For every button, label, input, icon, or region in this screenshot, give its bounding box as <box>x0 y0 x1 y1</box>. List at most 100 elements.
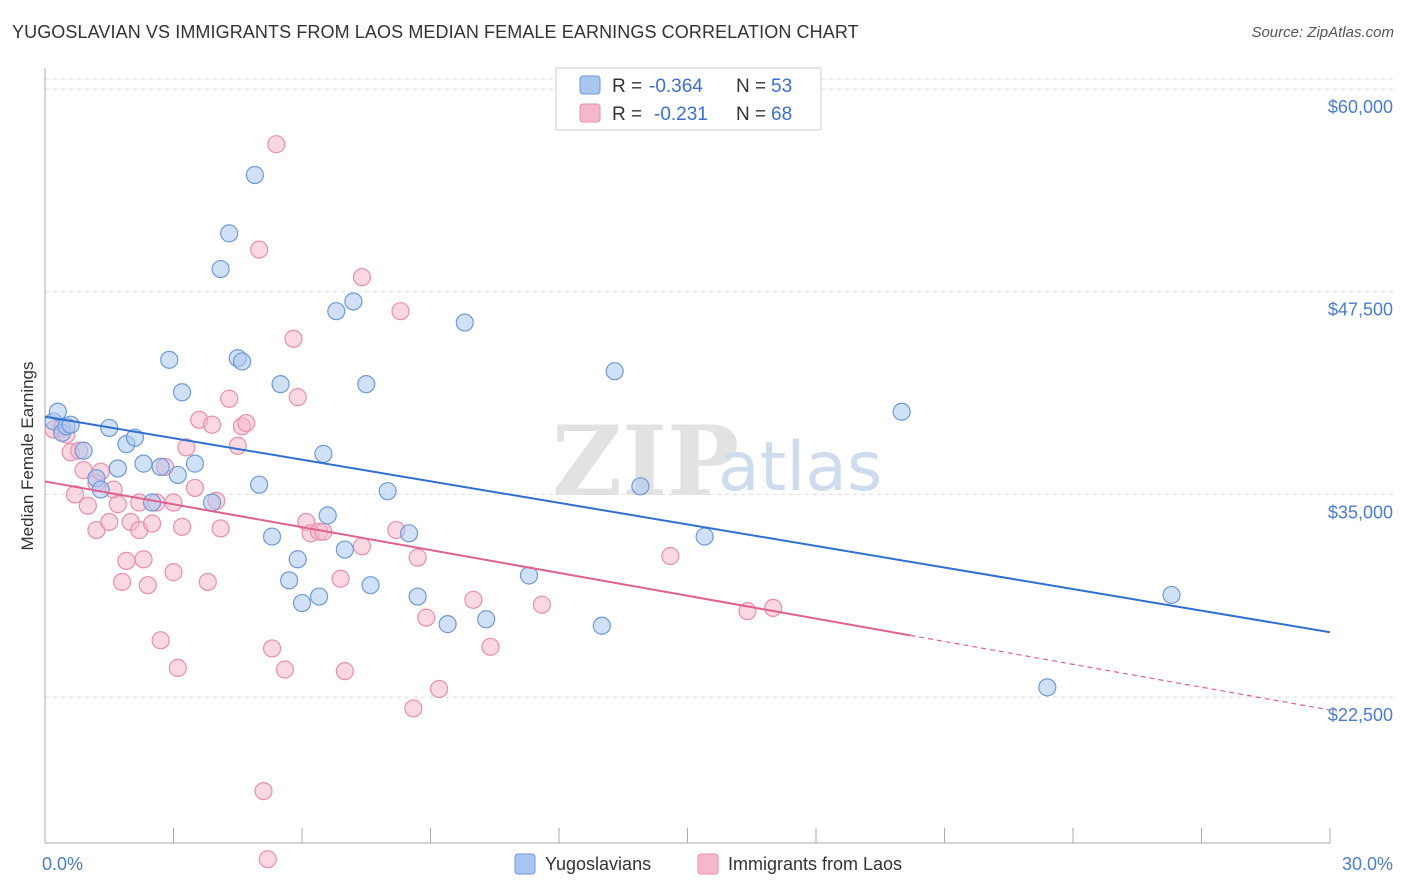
yugoslavians-point-18 <box>185 454 205 473</box>
yugoslavians-point-29 <box>288 550 307 569</box>
yugoslavians-point-1 <box>48 402 67 421</box>
y-tick-labels: $22,500 $35,000 $47,500 $60,000 <box>1328 97 1393 725</box>
yugoslavians-point-49 <box>695 527 714 546</box>
y-tick-label-3: $60,000 <box>1328 97 1393 117</box>
laos-point-20 <box>138 576 157 595</box>
laos-point-27 <box>172 517 192 536</box>
laos-point-55 <box>352 268 372 287</box>
laos-point-33 <box>202 415 222 434</box>
yugoslavians-point-34 <box>327 302 346 321</box>
yugoslavians-point-16 <box>168 465 187 485</box>
laos-point-11 <box>100 512 119 532</box>
laos-point-59 <box>408 548 427 567</box>
watermark-zip: ZIP <box>552 405 739 518</box>
yugoslavians-point-51 <box>1038 678 1057 697</box>
yugoslavians-point-36 <box>344 292 363 311</box>
laos-point-54 <box>352 537 372 556</box>
yugoslavians-point-38 <box>361 576 380 595</box>
laos-point-60 <box>417 608 436 627</box>
laos-point-26 <box>164 563 183 582</box>
laos-point-36 <box>220 389 239 408</box>
yugoslavians-point-30 <box>292 593 312 613</box>
yugoslavians-point-41 <box>408 587 427 606</box>
laos-trend-line-extension <box>910 634 1331 711</box>
laos-point-28 <box>168 658 187 677</box>
laos-point-14 <box>112 572 132 592</box>
correlation-legend: R = -0.364 N = 53 R = -0.231 N = 68 <box>555 67 822 131</box>
legend-n-value-1: 53 <box>771 76 792 97</box>
chart-title: YUGOSLAVIAN VS IMMIGRANTS FROM LAOS MEDI… <box>12 22 859 42</box>
legend-label-laos: Immigrants from Laos <box>728 854 902 874</box>
laos-point-37 <box>228 436 247 455</box>
yugoslavians-point-32 <box>314 444 333 463</box>
laos-point-40 <box>250 240 269 259</box>
legend-n-label-2: N = <box>736 104 766 125</box>
y-tick-label-1: $35,000 <box>1328 502 1393 522</box>
yugoslavians-point-28 <box>280 571 299 590</box>
yugoslavians-point-31 <box>310 587 329 606</box>
laos-point-29 <box>177 438 196 457</box>
laos-point-21 <box>142 514 162 533</box>
series-legend: Yugoslavians Immigrants from Laos <box>514 853 902 875</box>
legend-r-label-2: R = <box>612 104 642 125</box>
laos-point-13 <box>108 495 127 514</box>
laos-point-43 <box>262 639 282 658</box>
laos-point-15 <box>117 551 136 570</box>
yugoslavians-point-17 <box>172 383 192 402</box>
yugoslavians-point-15 <box>160 350 179 369</box>
laos-point-7 <box>78 496 97 515</box>
watermark: ZIP atlas <box>552 405 882 518</box>
yugoslavians-point-52 <box>1162 585 1181 605</box>
legend-r-value-1: -0.364 <box>649 76 703 97</box>
yugoslavians-trend-line <box>44 415 1331 634</box>
yugoslavians-point-11 <box>125 428 145 447</box>
source-credit: Source: ZipAtlas.com <box>1251 24 1394 41</box>
legend-swatch-laos <box>697 853 719 875</box>
x-ticks <box>44 828 1331 843</box>
yugoslavians-point-39 <box>378 482 397 501</box>
yugoslavians-point-27 <box>271 375 290 394</box>
laos-point-32 <box>198 572 217 592</box>
laos-point-57 <box>391 302 410 321</box>
laos-point-35 <box>211 519 230 538</box>
trend-lines <box>44 415 1331 711</box>
laos-point-62 <box>464 590 483 609</box>
yugoslavians-point-35 <box>335 540 354 559</box>
laos-point-53 <box>335 662 354 681</box>
yugoslavians-point-46 <box>592 616 611 635</box>
yugoslavians-point-26 <box>262 527 282 546</box>
laos-point-23 <box>151 631 170 650</box>
laos-point-67 <box>764 598 783 618</box>
yugoslavians-point-43 <box>455 313 474 332</box>
yugoslavians-point-12 <box>134 454 153 473</box>
yugoslavians-point-24 <box>245 165 264 185</box>
legend-swatch-pink <box>579 103 601 123</box>
y-tick-label-2: $47,500 <box>1328 300 1393 320</box>
laos-point-39 <box>237 413 256 433</box>
laos-point-64 <box>532 595 551 614</box>
laos-point-58 <box>404 699 423 718</box>
yugoslavians-point-9 <box>108 459 127 478</box>
y-tick-label-0: $22,500 <box>1328 705 1393 725</box>
laos-point-10 <box>87 520 106 540</box>
yugoslavians-point-50 <box>892 402 911 421</box>
legend-swatch-yugoslavians <box>514 853 536 875</box>
yugoslavians-point-42 <box>438 615 457 634</box>
yugoslavians-point-20 <box>211 259 230 279</box>
yugoslavians-point-25 <box>250 475 269 494</box>
laos-point-45 <box>275 660 294 679</box>
laos-point-65 <box>661 546 680 566</box>
yugoslavians-point-47 <box>605 362 624 381</box>
laos-point-41 <box>254 782 273 801</box>
y-axis-label: Median Female Earnings <box>18 362 37 551</box>
legend-swatch-blue <box>579 75 601 95</box>
laos-trend-line <box>44 480 911 637</box>
laos-point-63 <box>481 637 500 656</box>
legend-label-yugoslavians: Yugoslavians <box>545 854 651 874</box>
legend-r-value-2: -0.231 <box>654 104 708 125</box>
laos-point-18 <box>134 550 153 569</box>
yugoslavians-point-14 <box>151 457 170 476</box>
yugoslavians-point-19 <box>202 493 222 512</box>
laos-point-61 <box>429 679 449 699</box>
